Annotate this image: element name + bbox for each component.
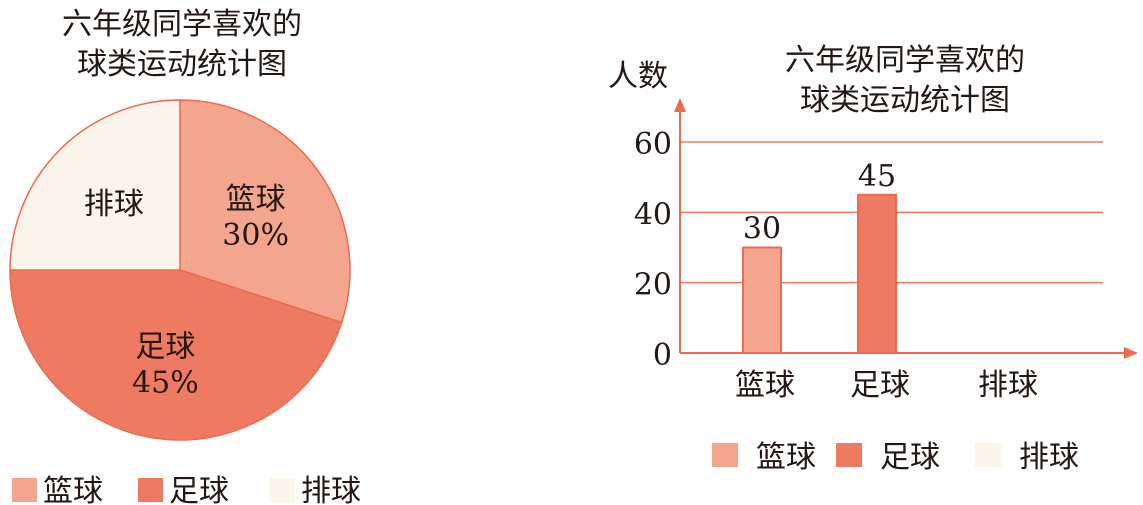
x-tick-label: 足球 [850,368,910,403]
x-tick-label: 篮球 [735,368,795,403]
pie-title-line-2: 球类运动统计图 [77,47,287,82]
bar-chart: 六年级同学喜欢的 球类运动统计图 人数 020406030篮球45足球 排球篮球足… [608,43,1138,475]
legend-swatch [712,443,738,467]
pie-slice-2 [9,99,181,271]
legend-label: 足球 [169,474,229,505]
pie-value-label: 30% [222,218,289,253]
x-tick-label: 排球 [978,368,1038,403]
y-axis-label: 人数 [608,59,668,94]
bar-data-label: 30 [743,212,781,247]
legend-label: 排球 [1019,440,1079,475]
y-tick-label: 40 [634,197,672,232]
bar-title-line-2: 球类运动统计图 [800,83,1010,118]
legend-label: 篮球 [43,474,103,505]
pie-slice-0 [179,99,351,324]
pie-title-line-1: 六年级同学喜欢的 [62,7,302,42]
legend-swatch [270,478,295,502]
bar-data-label: 45 [858,159,896,194]
legend-swatch [138,478,163,502]
y-axis-arrow [674,98,686,112]
bar [742,246,782,354]
pie-slice-1 [9,269,343,441]
legend-swatch [975,443,1001,467]
y-tick-label: 20 [634,268,672,303]
pie-slice-label: 排球 [84,187,144,222]
pie-value-label: 45% [132,365,199,400]
bar [857,193,897,354]
legend-swatch [12,478,37,502]
x-axis-arrow [1124,347,1138,359]
bar-title-line-1: 六年级同学喜欢的 [785,43,1025,78]
pie-slice-label: 篮球 [226,182,286,217]
y-tick-label: 60 [634,127,672,162]
legend-swatch [836,443,862,467]
legend-label: 篮球 [756,440,816,475]
legend-label: 排球 [301,474,361,505]
legend-label: 足球 [880,440,940,475]
y-tick-label: 0 [653,338,672,373]
pie-slice-label: 足球 [135,329,195,364]
